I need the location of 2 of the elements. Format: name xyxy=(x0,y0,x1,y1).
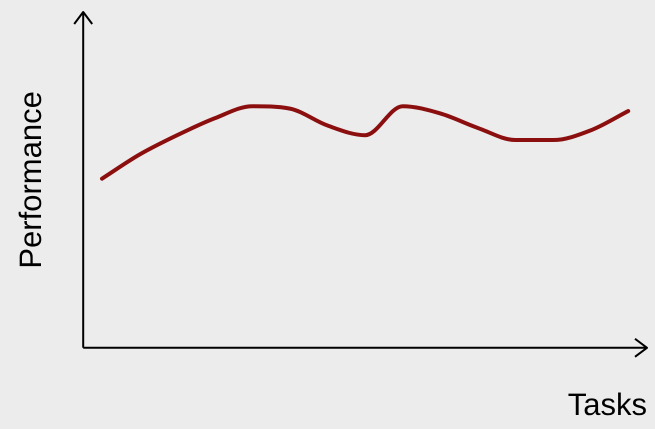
x-axis-title: Tasks xyxy=(568,386,647,422)
y-axis-title: Performance xyxy=(13,91,48,269)
